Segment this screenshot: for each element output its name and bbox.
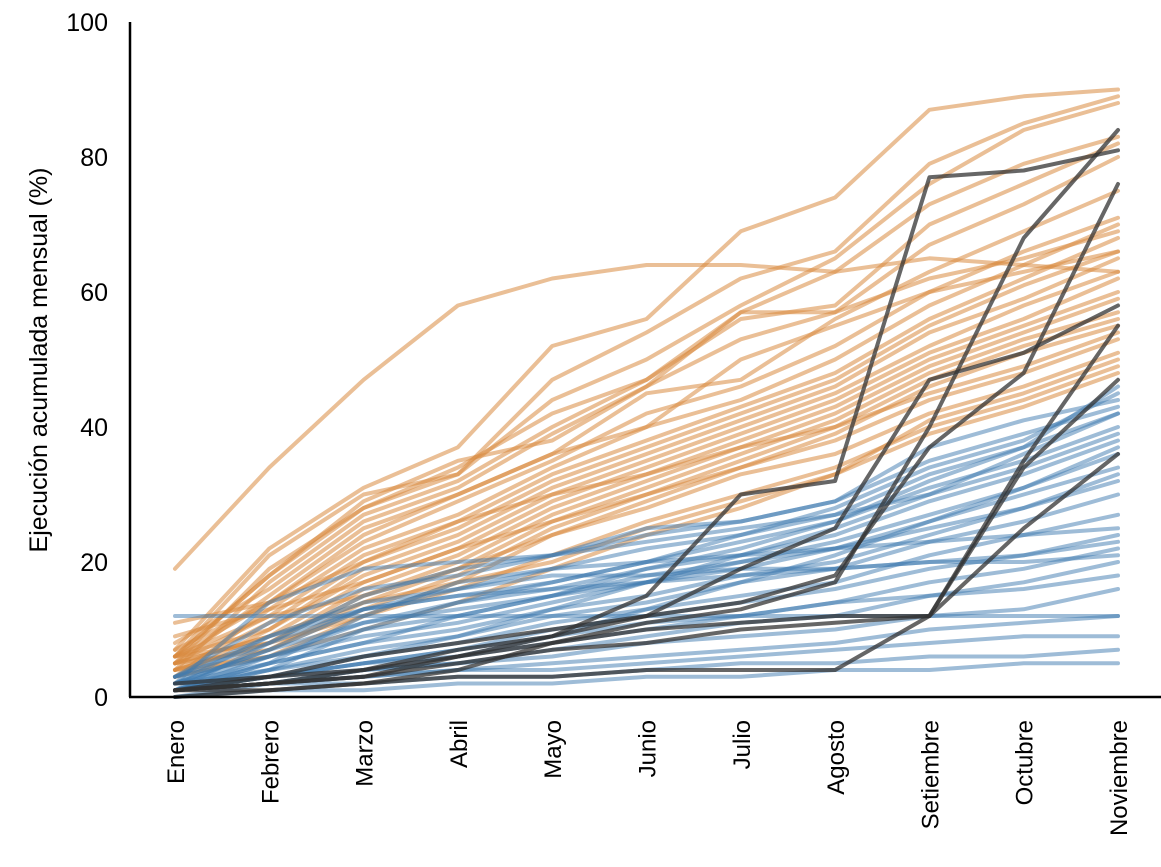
x-tick-label-noviembre: Noviembre — [1106, 720, 1133, 836]
x-tick-label-marzo: Marzo — [352, 720, 379, 787]
orange-series-line-9 — [173, 215, 1120, 659]
orange-series-line-13 — [173, 256, 1120, 659]
y-tick-label-0: 0 — [94, 684, 108, 712]
y-tick-label-40: 40 — [80, 414, 108, 442]
orange-series-line-2 — [173, 87, 1120, 652]
orange-series-line-3 — [173, 94, 1120, 659]
orange-series-line-12 — [173, 249, 1120, 672]
x-tick-label-octubre: Octubre — [1012, 720, 1039, 805]
x-tick-label-junio: Junio — [635, 720, 662, 777]
x-tick-label-julio: Julio — [729, 720, 756, 769]
orange-series-line-14 — [173, 269, 1120, 679]
y-axis-label: Ejecución acumulada mensual (%) — [25, 168, 53, 553]
dark-series-line-7 — [173, 377, 1120, 686]
orange-series-line-8 — [173, 188, 1120, 666]
blue-series-line-2 — [173, 398, 1120, 686]
orange-series-line-21 — [173, 330, 1120, 625]
orange-series-line-24 — [173, 364, 1120, 672]
y-tick-label-60: 60 — [80, 279, 108, 307]
orange-series-line-6 — [173, 141, 1120, 672]
dark-series-line-6 — [173, 182, 1120, 693]
y-tick-labels: 0 20 40 60 80 100 — [66, 9, 108, 712]
blue-series-line-10 — [173, 492, 1120, 686]
y-tick-label-100: 100 — [66, 9, 108, 37]
dark-series-line-2 — [173, 148, 1120, 693]
x-tick-label-febrero: Febrero — [257, 720, 284, 804]
blue-series-line-29 — [173, 539, 1120, 679]
y-tick-label-80: 80 — [80, 144, 108, 172]
blue-series-line-20 — [173, 384, 1120, 686]
x-tick-label-abril: Abril — [446, 720, 473, 768]
orange-series-line-22 — [173, 337, 1120, 639]
y-tick-label-20: 20 — [80, 549, 108, 577]
orange-series-line-28 — [173, 229, 1120, 659]
x-tick-label-setiembre: Setiembre — [917, 720, 944, 829]
orange-series-line-1 — [173, 256, 1120, 571]
dark-series-line-5 — [173, 128, 1120, 699]
blue-series-line-25 — [173, 526, 1120, 693]
series-layer — [173, 87, 1120, 699]
blue-series-line-3 — [173, 404, 1120, 679]
x-tick-label-mayo: Mayo — [540, 720, 567, 779]
orange-series-line-27 — [173, 249, 1120, 652]
x-tick-label-enero: Enero — [163, 720, 190, 784]
x-tick-labels: Enero Febrero Marzo Abril Mayo Junio Julio Agos… — [163, 720, 1133, 836]
blue-series-line-19 — [173, 661, 1120, 699]
orange-series-line-20 — [173, 323, 1120, 672]
blue-series-line-22 — [173, 411, 1120, 679]
orange-series-line-23 — [173, 350, 1120, 659]
x-tick-label-agosto: Agosto — [823, 720, 850, 795]
